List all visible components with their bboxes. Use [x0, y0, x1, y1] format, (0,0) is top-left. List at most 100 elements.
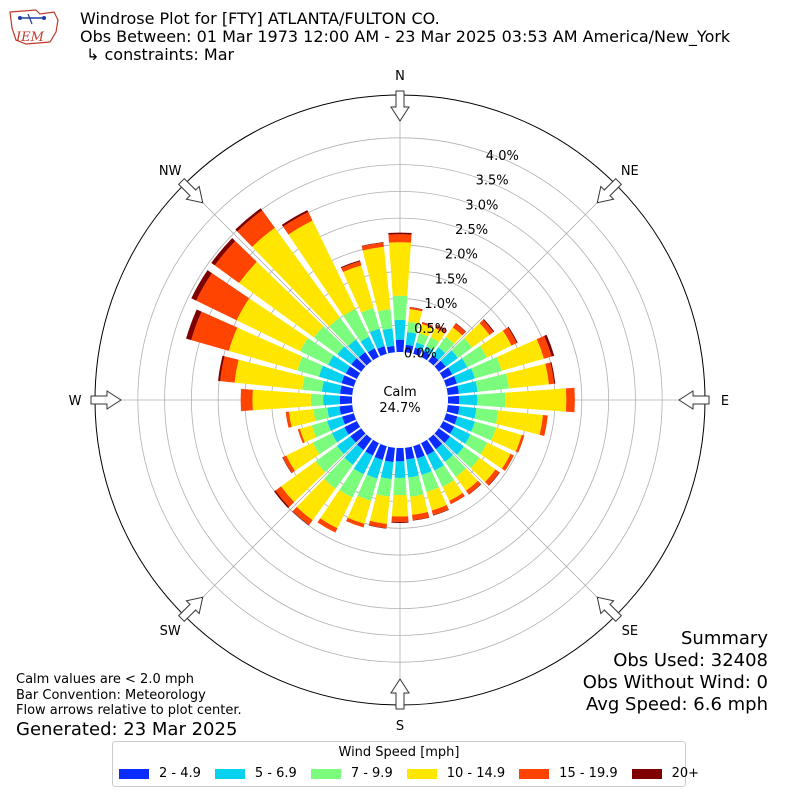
wind-bar-segment [465, 480, 481, 495]
legend-swatch [631, 768, 662, 779]
wind-bar-segment [550, 362, 556, 384]
wind-bar-segment [565, 387, 575, 413]
wind-bar-segment [410, 494, 428, 515]
notes: Calm values are < 2.0 mph Bar Convention… [16, 672, 242, 719]
wind-bar-segment [336, 436, 356, 455]
wind-bar-segment [433, 509, 449, 516]
flow-arrow-shape [177, 177, 204, 204]
wind-bar-segment [340, 260, 361, 269]
wind-bar-segment [292, 511, 310, 526]
wind-bar-segment [435, 325, 447, 334]
wind-bar-segment [361, 308, 380, 333]
wind-bar-segment [323, 457, 353, 489]
legend-items: 2 - 4.9 5 - 6.9 7 - 9.9 10 - 14.9 15 - 19.9 2… [119, 766, 713, 781]
wind-bar-segment [285, 411, 292, 428]
wind-bar-segment [299, 425, 317, 443]
wind-bar-segment [361, 242, 384, 251]
wind-bar-segment [329, 317, 357, 347]
wind-bar-segment [447, 395, 460, 405]
legend-item: 2 - 4.9 [119, 766, 201, 781]
wind-bar-segment [388, 242, 412, 297]
flow-arrow-shape [90, 390, 122, 410]
wind-bar-segment [292, 506, 313, 526]
wind-bar-segment [274, 490, 290, 509]
legend-label: 7 - 9.9 [350, 766, 393, 781]
wind-bar-segment [211, 237, 236, 266]
wind-bar-segment [350, 428, 366, 443]
wind-bar-segment [327, 355, 350, 374]
wind-bar-segment [234, 359, 305, 390]
legend: Wind Speed [mph] 2 - 4.9 5 - 6.9 7 - 9.9 10… [112, 741, 699, 787]
wind-bar-segment [218, 355, 225, 382]
flow-arrow-icon [390, 90, 410, 122]
wind-bar-segment [394, 319, 406, 340]
wind-bar-segment [470, 457, 496, 483]
wind-bar-segment [440, 350, 458, 367]
compass-label-ne: NE [621, 164, 639, 179]
wind-bar-segment [341, 375, 357, 387]
wind-bar-segment [421, 351, 431, 361]
wind-bar-segment [342, 413, 357, 425]
wind-bar-segment [446, 385, 459, 395]
wind-bar-segment [369, 328, 385, 349]
wind-bar-segment [491, 427, 522, 452]
flow-arrow-shape [390, 90, 410, 122]
wind-bar-segment [444, 436, 464, 455]
wind-bar-segment [434, 428, 451, 444]
wind-bar-segment [327, 406, 341, 418]
wind-bar-segment [313, 407, 330, 422]
wind-bar-segment [449, 493, 465, 505]
wind-bar-segment [446, 405, 460, 415]
radial-tick-label: 0.0% [404, 347, 437, 362]
legend-item: 5 - 6.9 [214, 766, 297, 781]
wind-bar-segment [448, 358, 468, 375]
wind-bar-segment [228, 327, 303, 371]
wind-bar-segment [286, 442, 320, 471]
compass-label-sw: SW [160, 624, 181, 639]
ring-gridline [217, 217, 583, 583]
flow-arrow-shape [596, 596, 623, 623]
wind-bar-segment [384, 446, 395, 463]
avg-speed: Avg Speed: 6.6 mph [586, 694, 768, 715]
wind-bar-segment [348, 339, 366, 358]
wind-bar-segment [419, 324, 433, 337]
chart-header: Windrose Plot for [FTY] ATLANTA/FULTON C… [80, 10, 730, 64]
wind-bar-segment [395, 339, 405, 353]
wind-bar-segment [423, 346, 434, 355]
wind-bar-segment [471, 356, 502, 379]
wind-bar-segment [382, 328, 395, 348]
wind-bar-segment [337, 346, 357, 365]
wind-bar-segment [539, 415, 548, 436]
wind-bar-segment [456, 446, 480, 469]
wind-bar-segment [475, 373, 509, 392]
wind-bar-segment [318, 365, 345, 384]
ring-gridline [190, 190, 610, 610]
legend-swatch [406, 768, 437, 779]
wind-bar-segment [415, 342, 425, 351]
chart-title: Windrose Plot for [FTY] ATLANTA/FULTON C… [80, 9, 440, 28]
wind-bar-segment [339, 395, 353, 405]
spoke-gridline [399, 184, 616, 401]
wind-bar-segment [484, 469, 500, 486]
wind-bar-segment [376, 477, 392, 497]
wind-bar-segment [426, 450, 444, 471]
calm-value: 24.7% [379, 401, 420, 416]
wind-bar-segment [506, 363, 549, 389]
wind-bar-segment [339, 468, 364, 498]
wind-bar-segment [311, 420, 331, 438]
wind-bar-segment [480, 442, 511, 469]
radial-tick-label: 3.5% [476, 174, 509, 189]
spoke-gridline [399, 399, 616, 616]
legend-label: 5 - 6.9 [254, 766, 297, 781]
wind-bar-segment [344, 421, 361, 435]
legend-swatch [310, 768, 341, 779]
wind-bar-segment [327, 416, 345, 431]
wind-bar-segment [297, 356, 323, 377]
legend-item: 20+ [631, 766, 699, 781]
wind-bar-segment [465, 434, 488, 455]
wind-bar-segment [405, 446, 415, 460]
wind-bar-segment [340, 385, 354, 395]
wind-bar-segment [515, 434, 525, 453]
flow-arrow-icon [678, 390, 710, 410]
obs-used: Obs Used: 32408 [613, 650, 768, 671]
